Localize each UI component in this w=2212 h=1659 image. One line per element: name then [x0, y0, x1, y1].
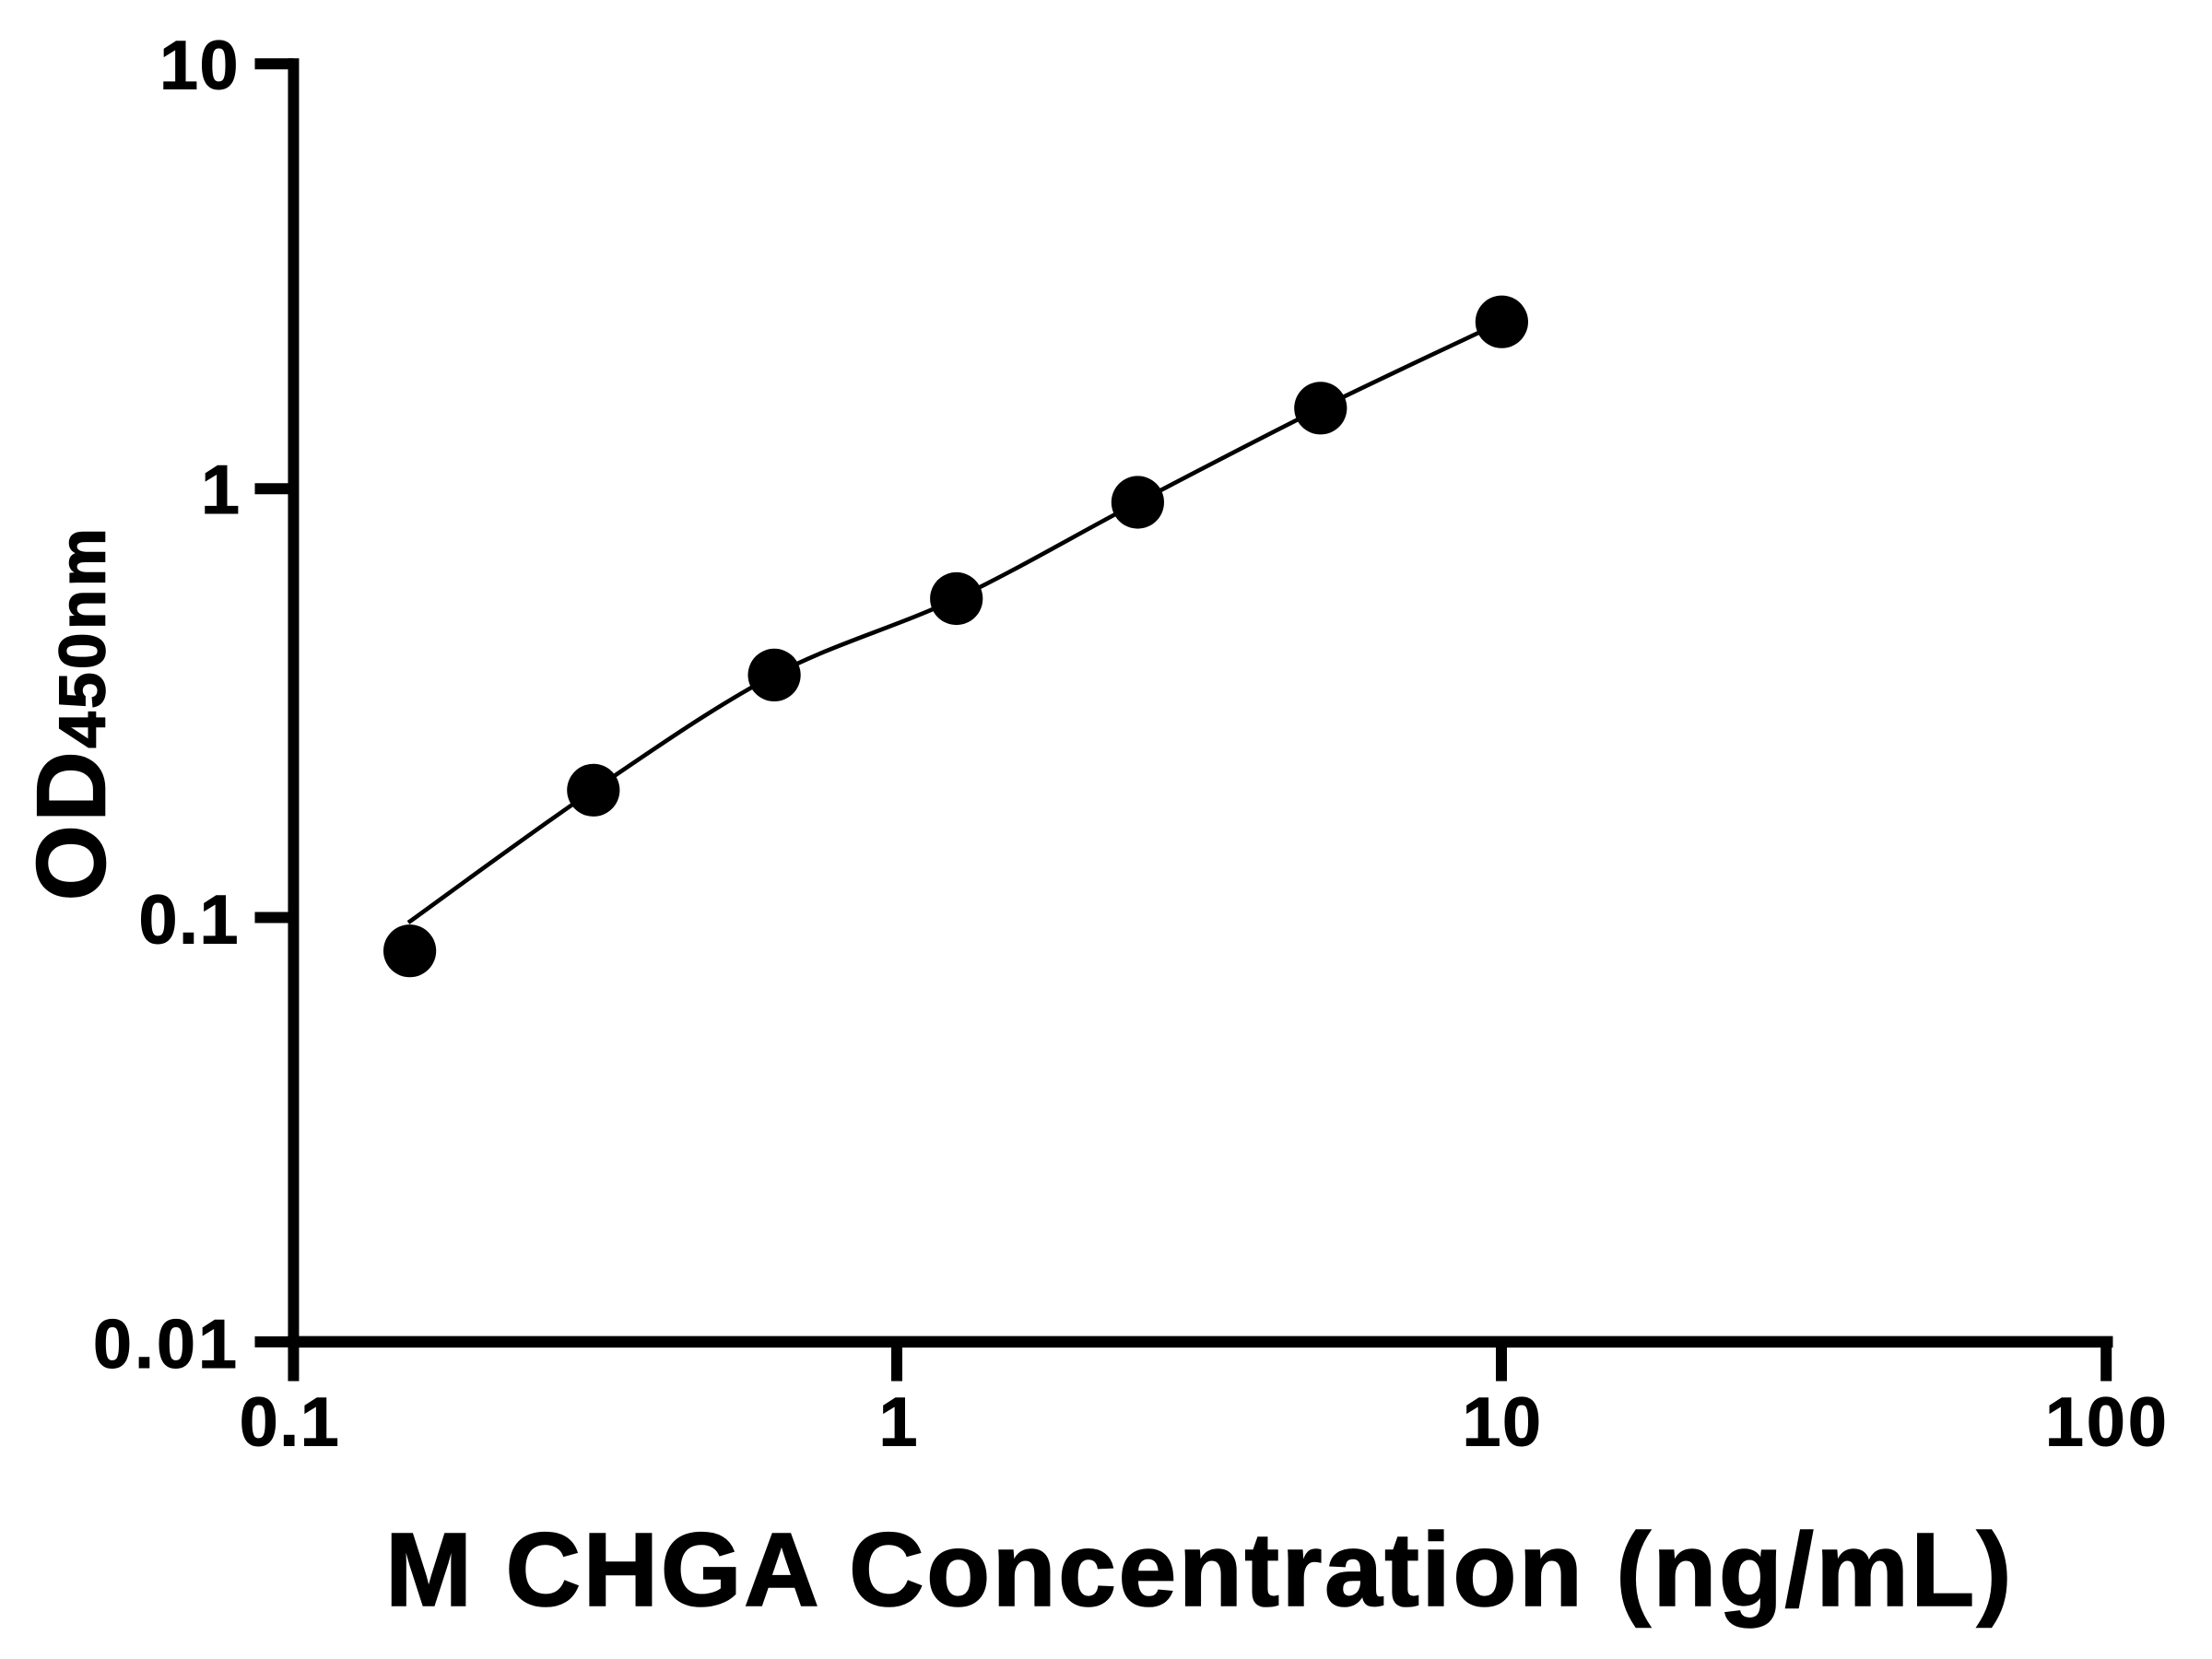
svg-text:1: 1: [879, 1383, 918, 1461]
svg-text:M CHGA Concentration (ng/mL): M CHGA Concentration (ng/mL): [385, 1512, 2014, 1628]
svg-text:1: 1: [201, 451, 240, 528]
svg-text:0.1: 0.1: [240, 1383, 340, 1461]
svg-text:10: 10: [159, 26, 240, 103]
svg-text:10: 10: [1463, 1383, 1543, 1461]
svg-text:0.01: 0.01: [93, 1305, 240, 1382]
svg-text:100: 100: [2045, 1383, 2170, 1461]
svg-text:0.1: 0.1: [139, 880, 240, 958]
